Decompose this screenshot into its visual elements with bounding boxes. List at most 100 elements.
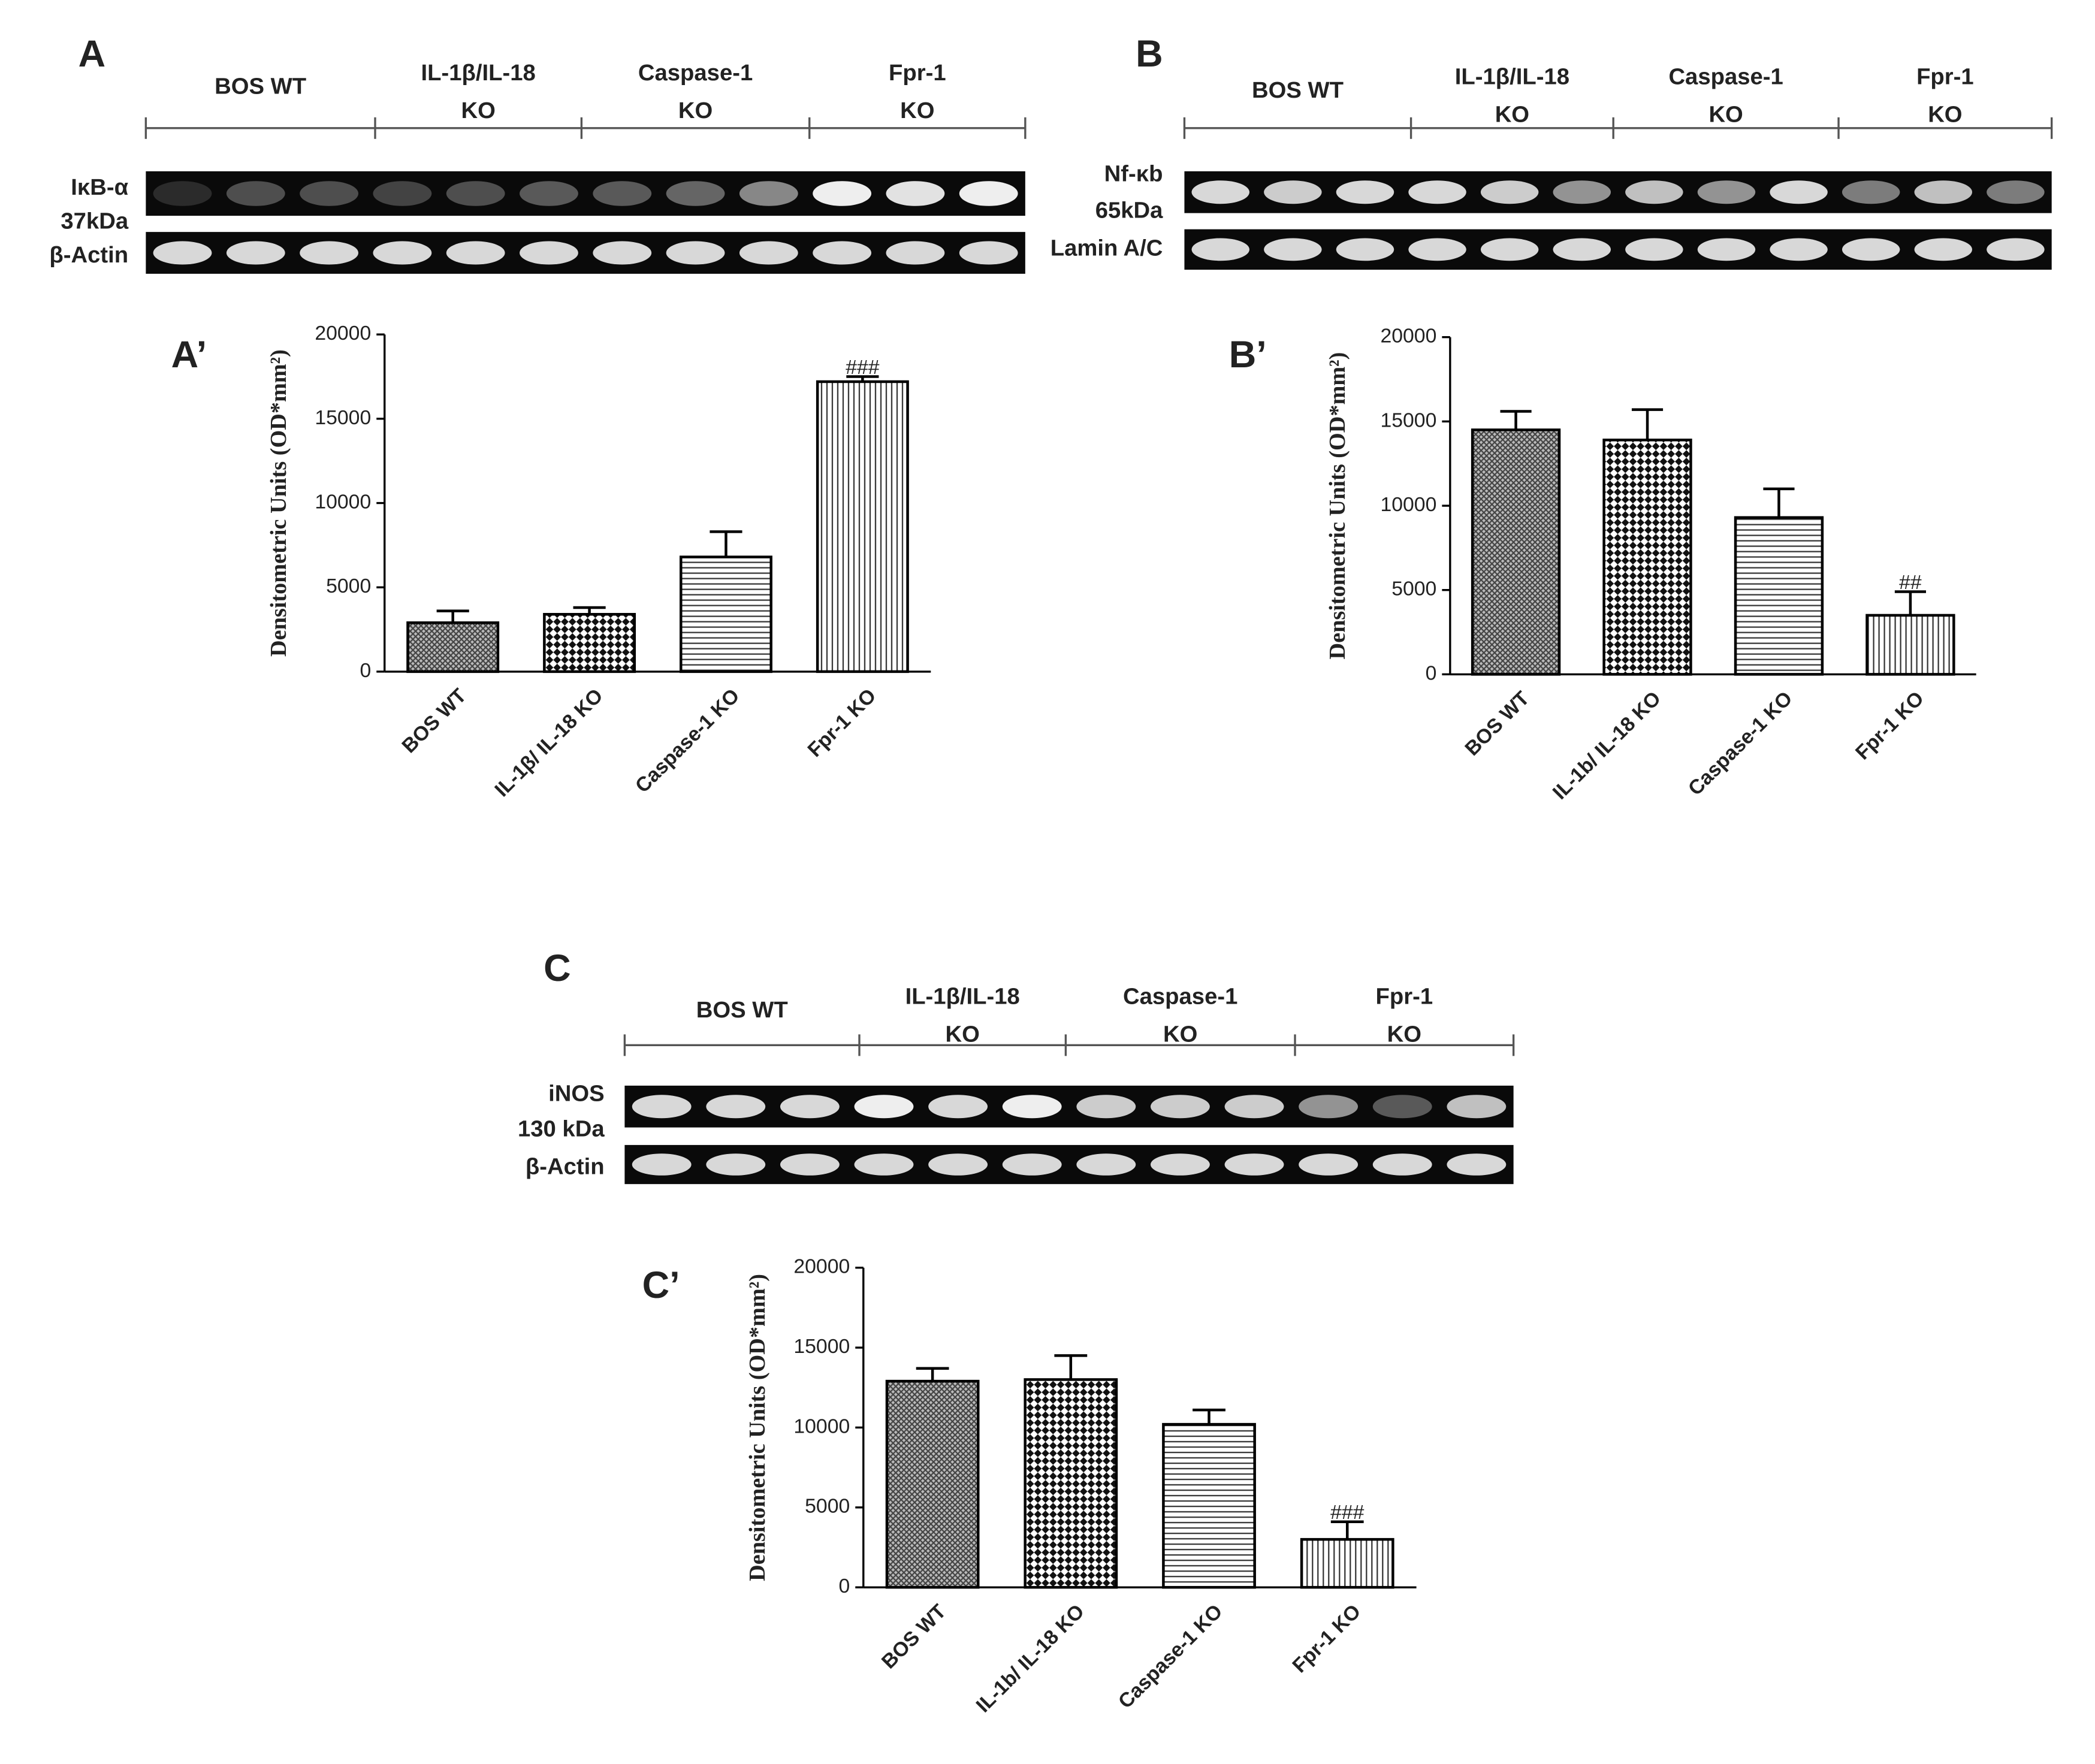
error-bar	[1054, 1354, 1088, 1380]
group-label: Caspase-1	[638, 60, 753, 86]
panel-label: A’	[171, 334, 207, 376]
group-label: Fpr-1	[1376, 984, 1433, 1010]
y-axis-label: Densitometric Units (OD*mm²)	[1325, 352, 1350, 660]
row-label: Lamin A/C	[1050, 235, 1163, 261]
group-label: KO	[1387, 1022, 1421, 1047]
y-tick-label: 15000	[315, 406, 371, 429]
row-label: 130 kDa	[518, 1116, 605, 1141]
error-bar	[1193, 1408, 1225, 1425]
band	[886, 241, 945, 265]
blot-strip	[624, 1144, 1514, 1185]
error-bar	[1894, 590, 1926, 615]
x-tick-label: BOS WT	[397, 684, 471, 758]
x-tick-label: Caspase-1 KO	[631, 684, 744, 798]
y-tick-label: 5000	[1391, 578, 1436, 600]
y-tick-label: 20000	[793, 1255, 850, 1278]
band	[373, 181, 432, 206]
bar	[1602, 439, 1692, 676]
x-tick-label: IL-1b/ IL-18 KO	[972, 1600, 1089, 1717]
panel-label: B	[1136, 33, 1163, 75]
band	[1299, 1095, 1359, 1119]
y-tick-label: 10000	[315, 490, 371, 513]
band	[1553, 238, 1611, 261]
y-tick-label: 5000	[326, 575, 371, 597]
band	[632, 1153, 692, 1176]
error-bar	[1631, 408, 1664, 440]
band	[780, 1153, 840, 1176]
band	[226, 181, 285, 206]
group-label: KO	[1495, 102, 1529, 128]
band	[153, 181, 212, 206]
band	[854, 1095, 914, 1119]
row-label: 37kDa	[61, 208, 128, 234]
y-axis-label: Densitometric Units (OD*mm²)	[266, 349, 291, 657]
bar	[406, 621, 500, 673]
band	[1299, 1153, 1359, 1176]
row-label: β-Actin	[49, 242, 128, 268]
band	[1336, 238, 1394, 261]
band	[300, 241, 359, 265]
band	[1480, 238, 1539, 261]
group-label: KO	[678, 98, 713, 123]
bar	[1300, 1538, 1394, 1589]
band	[1191, 238, 1249, 261]
row-label: β-Actin	[526, 1153, 605, 1179]
row-label: IκB-α	[71, 174, 128, 200]
band	[1150, 1095, 1210, 1119]
band	[813, 241, 872, 265]
bar	[543, 612, 636, 673]
band	[1002, 1095, 1062, 1119]
band	[1697, 180, 1756, 204]
group-label: Caspase-1	[1668, 64, 1783, 90]
y-tick-label: 10000	[793, 1415, 850, 1437]
group-label: IL-1β/IL-18	[905, 984, 1020, 1010]
panel-label: C	[544, 947, 571, 989]
band	[959, 181, 1018, 206]
band	[1625, 180, 1683, 204]
band	[886, 181, 945, 206]
band	[959, 241, 1018, 265]
band	[1697, 238, 1756, 261]
panel-label: B’	[1229, 334, 1267, 376]
band	[446, 181, 505, 206]
y-axis-label: Densitometric Units (OD*mm²)	[745, 1274, 770, 1581]
bar	[885, 1379, 980, 1589]
y-tick-label: 0	[360, 659, 371, 682]
blot-strip	[146, 232, 1025, 274]
error-bar	[1500, 410, 1532, 430]
band	[1224, 1153, 1284, 1176]
y-tick-label: 15000	[1380, 409, 1436, 431]
band	[1076, 1095, 1136, 1119]
row-label: iNOS	[548, 1081, 605, 1107]
error-bar	[1330, 1520, 1364, 1540]
band	[1076, 1153, 1136, 1176]
x-tick-label: Fpr-1 KO	[1851, 687, 1928, 764]
bar	[680, 555, 772, 673]
band	[520, 241, 578, 265]
band	[1480, 180, 1539, 204]
band	[1914, 238, 1973, 261]
band	[226, 241, 285, 265]
band	[1408, 180, 1466, 204]
band	[373, 241, 432, 265]
band	[1553, 180, 1611, 204]
group-label: KO	[900, 98, 934, 123]
band	[1264, 180, 1322, 204]
panel-label: C’	[642, 1264, 680, 1306]
band	[1914, 180, 1973, 204]
band	[446, 241, 505, 265]
x-tick-label: Caspase-1 KO	[1114, 1600, 1227, 1713]
band	[153, 241, 212, 265]
x-tick-label: Fpr-1 KO	[1288, 1600, 1365, 1677]
group-label: IL-1β/IL-18	[1455, 64, 1569, 90]
group-label: BOS WT	[215, 73, 306, 99]
error-bar	[916, 1367, 949, 1382]
band	[1191, 180, 1249, 204]
band	[928, 1153, 988, 1176]
band	[1372, 1153, 1432, 1176]
band	[928, 1095, 988, 1119]
y-tick-label: 20000	[1380, 325, 1436, 348]
bar	[1471, 428, 1561, 676]
bar	[1024, 1378, 1118, 1589]
